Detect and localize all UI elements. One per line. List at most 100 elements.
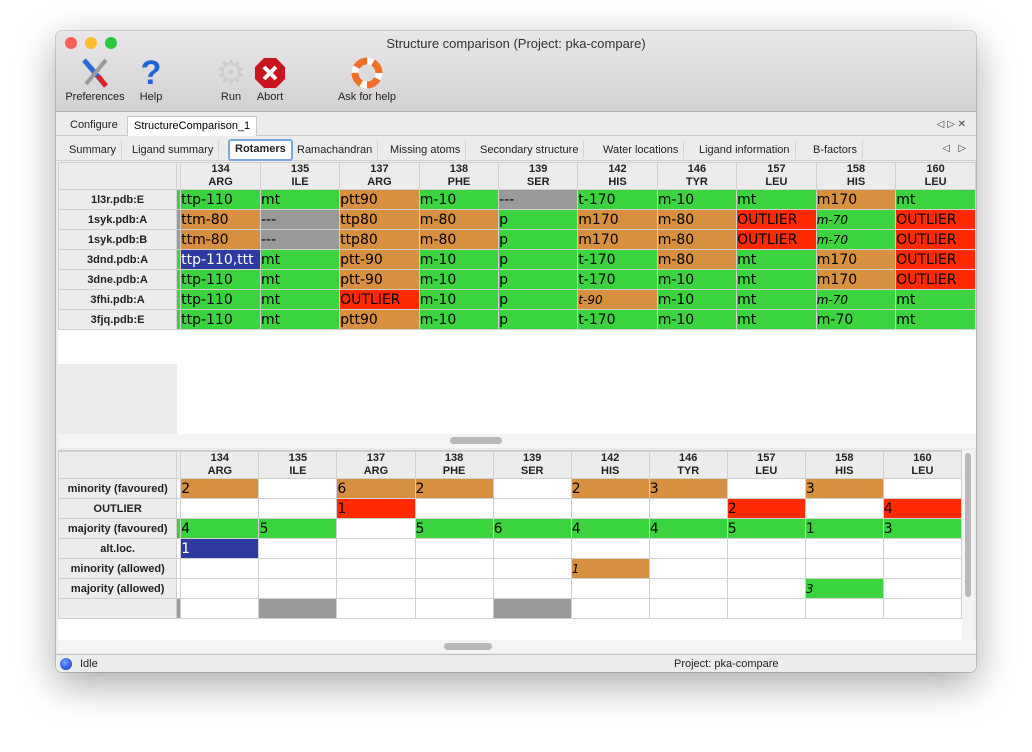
tab-ligand-summary[interactable]: Ligand summary [127, 141, 220, 159]
table-cell[interactable]: ttp80 [339, 209, 420, 230]
table-cell[interactable] [336, 578, 416, 599]
table-cell[interactable]: mt [895, 289, 976, 310]
tab-ligand-information[interactable]: Ligand information [694, 141, 796, 159]
table-cell[interactable]: mt [259, 189, 341, 210]
table-cell[interactable]: mt [259, 289, 341, 310]
row-header[interactable]: minority (favoured) [58, 478, 178, 499]
table-cell[interactable] [648, 498, 728, 519]
table-cell[interactable] [336, 538, 416, 559]
table-cell[interactable]: ttp80 [339, 229, 420, 250]
table-cell[interactable]: m-10 [418, 189, 500, 210]
table-cell[interactable] [414, 558, 494, 579]
run-button[interactable]: ⚙ Run [214, 54, 248, 103]
zoom-window-button[interactable] [105, 37, 117, 49]
row-header[interactable]: alt.loc. [58, 538, 178, 559]
table-cell[interactable]: m-10 [656, 289, 738, 310]
table-cell[interactable]: 3 [804, 578, 884, 599]
table-cell[interactable]: p [498, 289, 579, 310]
table-cell[interactable] [726, 578, 806, 599]
tab-summary[interactable]: Summary [64, 141, 123, 159]
table-cell[interactable] [180, 558, 260, 579]
table-cell[interactable]: m170 [577, 209, 658, 230]
table-cell[interactable]: m-80 [418, 229, 500, 250]
row-header[interactable]: majority (favoured) [58, 518, 178, 539]
table-cell[interactable]: m-10 [418, 289, 500, 310]
table-cell[interactable]: t-170 [577, 269, 658, 290]
table-cell[interactable] [258, 478, 338, 499]
table-cell[interactable]: m-10 [418, 309, 500, 330]
table-cell[interactable]: 1 [570, 558, 650, 579]
table-cell[interactable]: 1 [336, 498, 416, 519]
table-cell[interactable]: 1 [804, 518, 884, 539]
table-cell[interactable]: mt [736, 289, 817, 310]
table-cell[interactable] [492, 538, 572, 559]
table-cell[interactable] [258, 538, 338, 559]
table-cell[interactable]: m170 [815, 269, 897, 290]
table-cell[interactable]: 4 [180, 518, 260, 539]
table-cell[interactable]: p [498, 209, 579, 230]
table-cell[interactable] [336, 558, 416, 579]
column-header[interactable]: 160 LEU [895, 162, 976, 190]
table-cell[interactable]: m170 [577, 229, 658, 250]
close-tab-icon[interactable]: ✕ [957, 119, 966, 130]
table-cell[interactable]: ttp-110 [180, 269, 261, 290]
table-cell[interactable]: t-170 [577, 309, 658, 330]
table-cell[interactable] [726, 538, 806, 559]
top-scroll-thumb[interactable] [450, 437, 502, 444]
tab-left-arrow-icon[interactable]: ◁ [936, 119, 945, 130]
table-cell[interactable] [258, 498, 338, 519]
table-cell[interactable]: m-10 [418, 249, 500, 270]
table-cell[interactable] [336, 598, 416, 619]
table-cell[interactable] [882, 578, 962, 599]
table-cell[interactable] [726, 558, 806, 579]
table-cell[interactable] [882, 478, 962, 499]
table-cell[interactable]: m-80 [418, 209, 500, 230]
tab-configure[interactable]: Configure [70, 119, 118, 131]
tab-rotamers[interactable]: Rotamers [228, 139, 293, 161]
table-cell[interactable]: ttp-110 [180, 309, 261, 330]
table-cell[interactable]: p [498, 229, 579, 250]
bottom-scroll-thumb[interactable] [444, 643, 492, 650]
column-header[interactable]: 146 TYR [656, 162, 738, 190]
table-cell[interactable]: mt [259, 269, 341, 290]
table-cell[interactable]: 6 [492, 518, 572, 539]
table-cell[interactable] [336, 518, 416, 539]
column-header[interactable]: 157 LEU [726, 451, 806, 479]
table-cell[interactable]: 2 [180, 478, 260, 499]
table-cell[interactable]: OUTLIER [895, 249, 976, 270]
column-header[interactable]: 135 ILE [259, 162, 341, 190]
row-header[interactable]: 3fhi.pdb:A [58, 289, 178, 310]
table-cell[interactable] [414, 598, 494, 619]
minimize-window-button[interactable] [85, 37, 97, 49]
table-cell[interactable] [648, 538, 728, 559]
row-header[interactable]: 1syk.pdb:A [58, 209, 178, 230]
table-cell[interactable]: m-10 [418, 269, 500, 290]
table-cell[interactable]: 4 [648, 518, 728, 539]
table-cell[interactable] [726, 598, 806, 619]
row-header[interactable]: 3dnd.pdb:A [58, 249, 178, 270]
table-cell[interactable]: p [498, 309, 579, 330]
table-cell[interactable]: 5 [726, 518, 806, 539]
table-cell[interactable]: 1 [180, 538, 260, 559]
table-cell[interactable]: OUTLIER [895, 229, 976, 250]
preferences-button[interactable]: Preferences [62, 55, 128, 103]
row-header[interactable]: minority (allowed) [58, 558, 178, 579]
table-cell[interactable]: 5 [258, 518, 338, 539]
table-cell[interactable] [570, 498, 650, 519]
tab-ramachandran[interactable]: Ramachandran [292, 141, 379, 159]
row-header[interactable]: 3dne.pdb:A [58, 269, 178, 290]
table-cell[interactable]: mt [736, 309, 817, 330]
table-cell[interactable] [180, 498, 260, 519]
table-cell[interactable]: ptt-90 [339, 249, 420, 270]
tab-right-arrow-icon[interactable]: ▷ [947, 119, 955, 130]
vertical-scroll-thumb[interactable] [965, 453, 971, 597]
tab-missing-atoms[interactable]: Missing atoms [385, 141, 467, 159]
table-cell[interactable]: m-10 [656, 269, 738, 290]
table-cell[interactable]: m-10 [656, 189, 738, 210]
table-cell[interactable]: ttp-110,ttt [180, 249, 261, 270]
column-header[interactable]: 134 ARG [180, 451, 260, 479]
table-cell[interactable] [570, 578, 650, 599]
close-window-button[interactable] [65, 37, 77, 49]
column-header[interactable]: 160 LEU [882, 451, 962, 479]
row-header[interactable]: 3fjq.pdb:E [58, 309, 178, 330]
